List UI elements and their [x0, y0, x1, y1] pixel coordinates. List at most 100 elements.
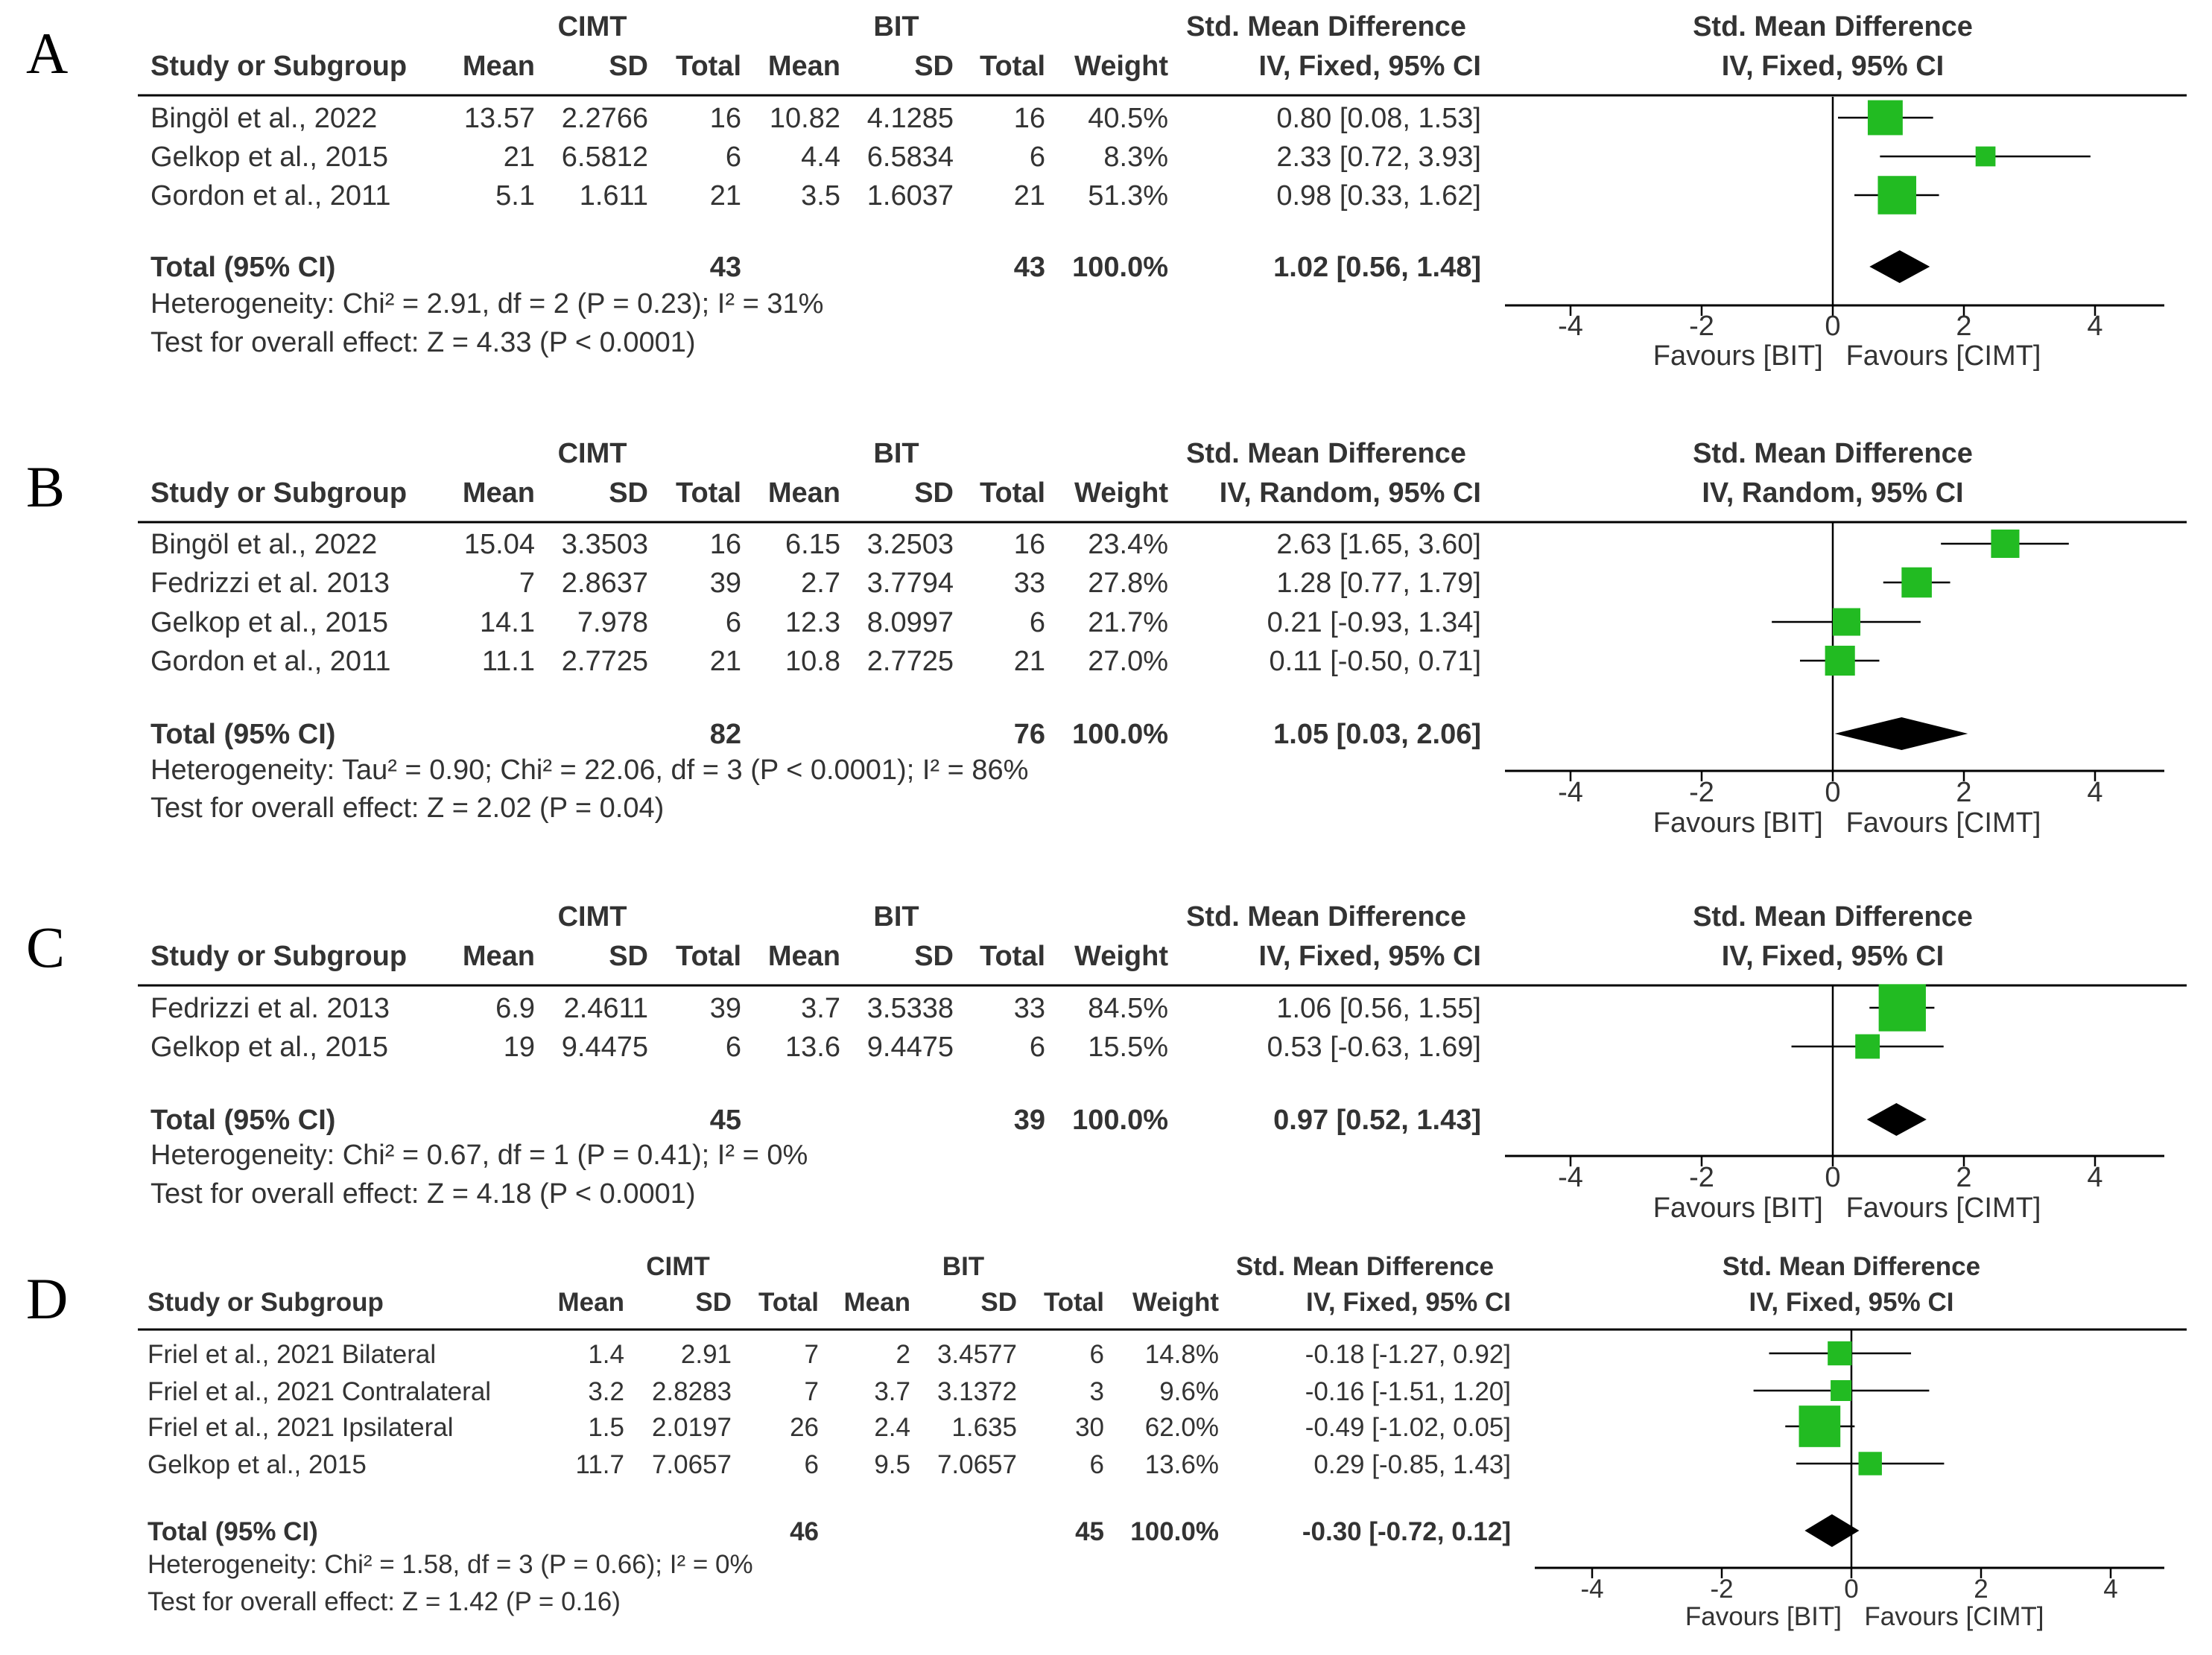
total-row: Total (95% CI) 82 76 100.0% 1.05 [0.03, 2.06…: [150, 717, 1968, 750]
study-effect-ci: 1.06 [0.56, 1.55]: [1276, 993, 1481, 1024]
sd1-column-header: SD: [609, 941, 648, 972]
effect-square: [1799, 1405, 1841, 1447]
cimt-total-n: 82: [710, 719, 741, 750]
bit-total: 16: [1014, 529, 1045, 560]
group2-header: BIT: [873, 11, 919, 42]
study-column-header: Study or Subgroup: [150, 477, 407, 509]
x-axis-tick-label: 0: [1844, 1575, 1858, 1604]
cimt-mean: 14.1: [480, 607, 535, 638]
mean1-column-header: Mean: [463, 51, 535, 82]
total-label: Total (95% CI): [148, 1517, 318, 1546]
bit-mean: 3.5: [801, 180, 840, 212]
weight-column-header: Weight: [1132, 1288, 1219, 1317]
total-weight: 100.0%: [1130, 1517, 1219, 1546]
cimt-sd: 2.8637: [562, 568, 648, 599]
bit-sd: 4.1285: [867, 103, 954, 134]
plot-method-header: IV, Random, 95% CI: [1702, 477, 1963, 509]
cimt-sd: 2.2766: [562, 103, 648, 134]
group1-header: CIMT: [558, 901, 627, 933]
cimt-total: 21: [710, 180, 741, 212]
effect-header: Std. Mean Difference: [1186, 438, 1466, 469]
bit-total-n: 45: [1075, 1517, 1104, 1546]
sd1-column-header: SD: [609, 477, 648, 509]
weight-column-header: Weight: [1074, 941, 1168, 972]
effect-square: [1855, 1034, 1880, 1059]
group2-header: BIT: [873, 901, 919, 933]
study-effect-ci: 1.28 [0.77, 1.79]: [1276, 568, 1481, 599]
overall-effect-text: Test for overall effect: Z = 2.02 (P = 0…: [150, 792, 664, 824]
favours-left-label: Favours [BIT]: [1653, 340, 1823, 372]
cimt-mean: 21: [504, 142, 535, 173]
study-name: Fedrizzi et al. 2013: [150, 993, 390, 1024]
study-row: Bingöl et al., 2022 15.04 3.3503 16 6.15 3.25…: [150, 529, 2069, 560]
bit-total: 3: [1090, 1377, 1104, 1406]
x-axis-tick-label: 4: [2087, 777, 2102, 808]
bit-sd: 1.6037: [867, 180, 954, 212]
pooled-effect-diamond: [1804, 1514, 1860, 1547]
cimt-sd: 2.7725: [562, 646, 648, 677]
heterogeneity-text: Heterogeneity: Chi² = 1.58, df = 3 (P = …: [148, 1550, 753, 1579]
method-column-header: IV, Fixed, 95% CI: [1258, 51, 1481, 82]
study-effect-ci: 0.98 [0.33, 1.62]: [1276, 180, 1481, 212]
bit-sd: 9.4475: [867, 1032, 954, 1063]
forest-panel-a: A CIMT BIT Std. Mean Difference Std. Mean Di…: [26, 11, 2187, 372]
pooled-effect-diamond: [1834, 717, 1968, 750]
cimt-total-n: 43: [710, 252, 741, 283]
x-axis-tick-label: 2: [1974, 1575, 1988, 1604]
bit-total: 21: [1014, 180, 1045, 212]
forest-panel-b: B CIMT BIT Std. Mean Difference Std. Mean Di…: [26, 438, 2187, 839]
effect-square: [1901, 567, 1932, 598]
sd2-column-header: SD: [914, 941, 954, 972]
overall-effect-text: Test for overall effect: Z = 1.42 (P = 0…: [148, 1587, 621, 1616]
study-row: Friel et al., 2021 Bilateral 1.4 2.91 7 2 3.4…: [148, 1340, 1912, 1369]
plot-effect-header: Std. Mean Difference: [1723, 1252, 1980, 1281]
x-axis-tick-label: -4: [1558, 1162, 1583, 1193]
study-weight: 84.5%: [1088, 993, 1168, 1024]
pooled-effect-diamond: [1869, 250, 1930, 283]
x-axis-tick-label: 0: [1825, 1162, 1840, 1193]
total2-column-header: Total: [980, 941, 1045, 972]
x-axis-tick-label: 4: [2087, 1162, 2102, 1193]
total-row: Total (95% CI) 46 45 100.0% -0.30 [-0.72, 0.…: [148, 1514, 1860, 1547]
bit-mean: 12.3: [785, 607, 840, 638]
total2-column-header: Total: [980, 51, 1045, 82]
study-name: Friel et al., 2021 Ipsilateral: [148, 1413, 453, 1442]
study-name: Gelkop et al., 2015: [148, 1450, 367, 1479]
total-effect-ci: 0.97 [0.52, 1.43]: [1273, 1105, 1481, 1136]
cimt-sd: 1.611: [580, 180, 648, 212]
effect-header: Std. Mean Difference: [1186, 11, 1466, 42]
study-column-header: Study or Subgroup: [150, 51, 407, 82]
study-weight: 51.3%: [1088, 180, 1168, 212]
favours-left-label: Favours [BIT]: [1685, 1602, 1842, 1631]
x-axis-tick-label: -2: [1689, 1162, 1714, 1193]
cimt-sd: 3.3503: [562, 529, 648, 560]
heterogeneity-text: Heterogeneity: Chi² = 0.67, df = 1 (P = …: [150, 1140, 808, 1171]
total2-column-header: Total: [1044, 1288, 1104, 1317]
bit-total: 21: [1014, 646, 1045, 677]
cimt-mean: 13.57: [464, 103, 535, 134]
panel-letter: B: [26, 454, 65, 519]
cimt-total: 21: [710, 646, 741, 677]
study-name: Gelkop et al., 2015: [150, 607, 388, 638]
study-row: Gelkop et al., 2015 14.1 7.978 6 12.3 8.0997 6…: [150, 607, 1921, 638]
study-name: Bingöl et al., 2022: [150, 529, 377, 560]
x-axis-tick-label: -4: [1558, 777, 1583, 808]
x-axis-tick-label: 4: [2103, 1575, 2117, 1604]
bit-mean: 3.7: [874, 1377, 910, 1406]
x-axis-tick-label: -4: [1580, 1575, 1603, 1604]
bit-total: 33: [1014, 568, 1045, 599]
sd2-column-header: SD: [980, 1288, 1017, 1317]
cimt-total: 6: [726, 607, 741, 638]
cimt-sd: 2.0197: [652, 1413, 732, 1442]
total1-column-header: Total: [676, 51, 741, 82]
favours-left-label: Favours [BIT]: [1653, 807, 1823, 839]
total-effect-ci: -0.30 [-0.72, 0.12]: [1302, 1517, 1511, 1546]
effect-header: Std. Mean Difference: [1186, 901, 1466, 933]
study-weight: 15.5%: [1088, 1032, 1168, 1063]
total1-column-header: Total: [676, 941, 741, 972]
total1-column-header: Total: [758, 1288, 819, 1317]
bit-mean: 3.7: [801, 993, 840, 1024]
plot-method-header: IV, Fixed, 95% CI: [1722, 51, 1945, 82]
study-name: Friel et al., 2021 Bilateral: [148, 1340, 436, 1369]
study-row: Gelkop et al., 2015 21 6.5812 6 4.4 6.5834 6 8.…: [150, 142, 2091, 173]
